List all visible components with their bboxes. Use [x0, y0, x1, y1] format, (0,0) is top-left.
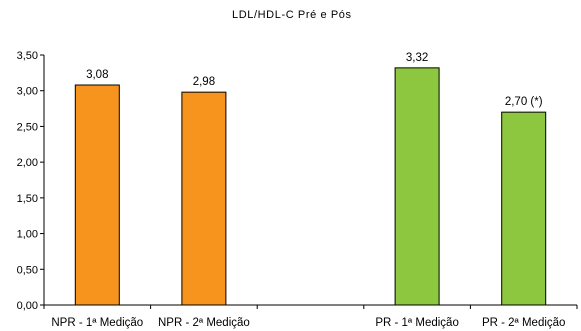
y-tick-label: 0,00: [17, 300, 38, 312]
bar: [181, 91, 227, 306]
category-label: NPR - 1ª Medição: [51, 317, 143, 329]
data-label: 2,70 (*): [505, 96, 543, 108]
category-label: PR - 1ª Medição: [375, 317, 459, 329]
data-label: 2,98: [193, 76, 215, 88]
category-label: NPR - 2ª Medição: [158, 317, 250, 329]
category-label: PR - 2ª Medição: [482, 317, 566, 329]
y-tick-label: 1,50: [17, 193, 38, 205]
y-tick-label: 1,00: [17, 229, 38, 241]
data-label: 3,08: [86, 69, 108, 81]
data-label: 3,32: [406, 52, 428, 64]
chart-title-text: LDL/HDL-C Pré e Pós: [232, 9, 352, 21]
bar: [74, 84, 120, 306]
y-tick-label: 3,50: [17, 50, 38, 62]
y-tick-label: 2,50: [17, 121, 38, 133]
y-tick-label: 2,00: [17, 157, 38, 169]
bar: [501, 111, 547, 306]
y-tick-label: 3,00: [17, 86, 38, 98]
bar: [394, 67, 440, 306]
y-tick-label: 0,50: [17, 264, 38, 276]
